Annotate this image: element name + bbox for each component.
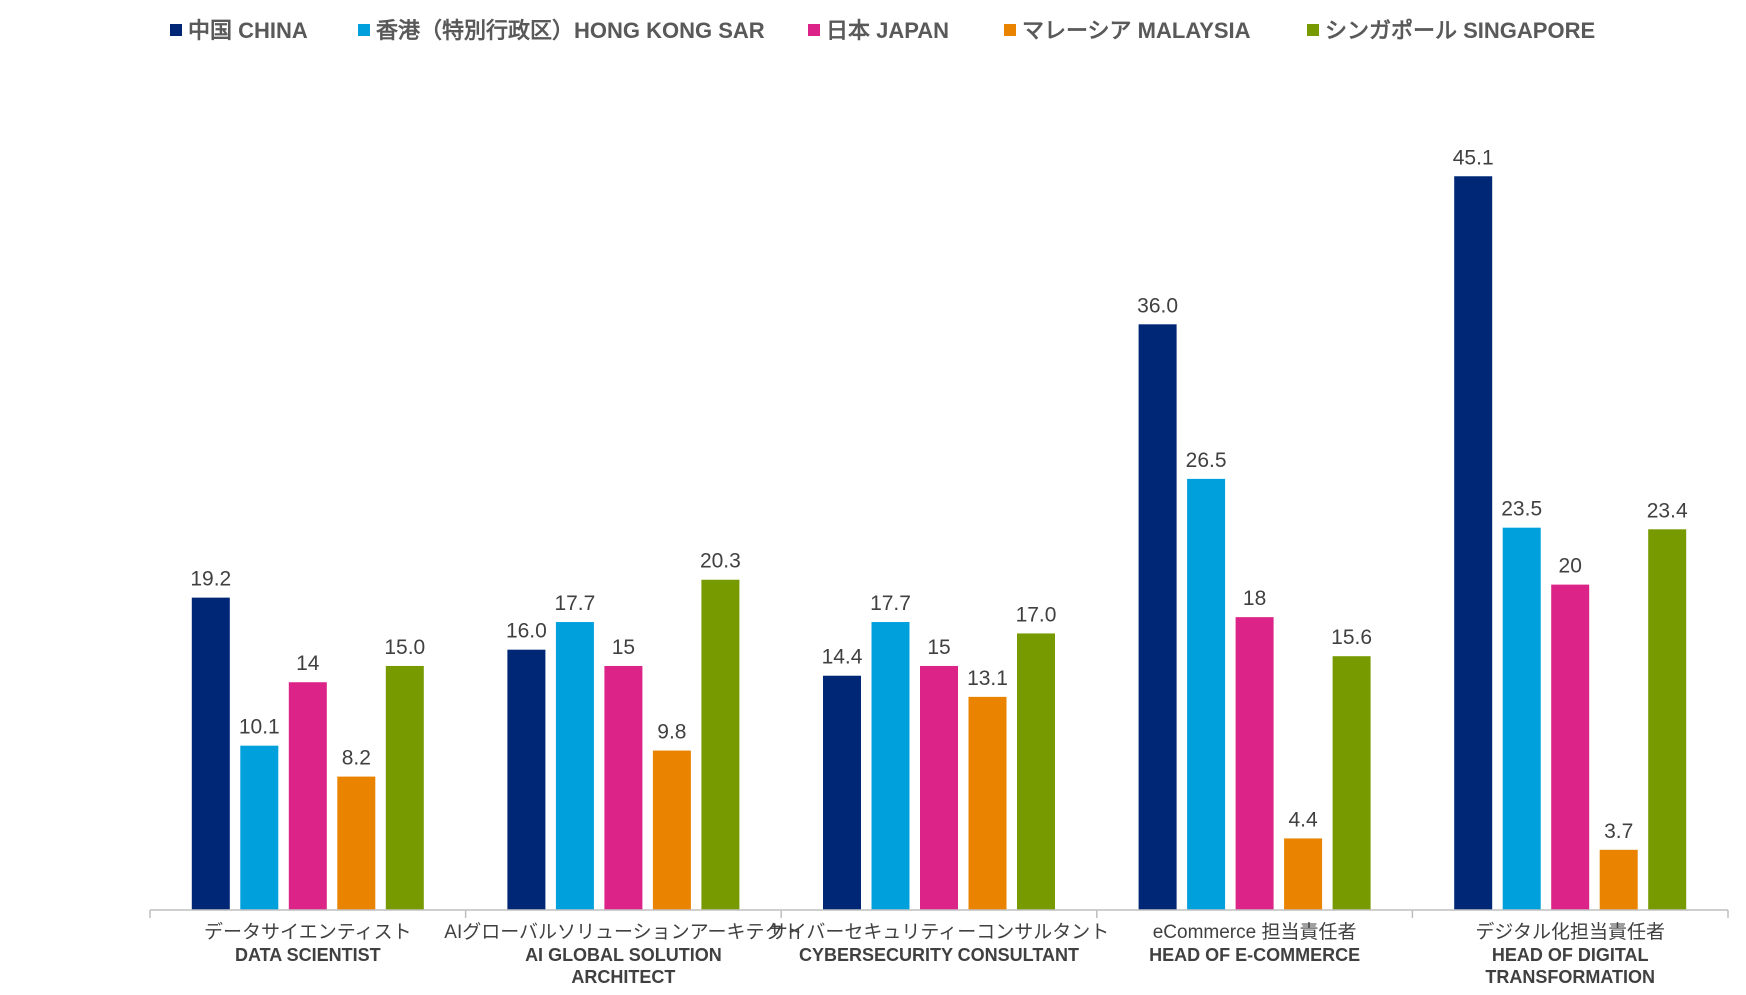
value-label-1-4: 20.3 [700, 550, 741, 573]
bar-4-3 [1599, 849, 1638, 910]
value-label-1-2: 15 [612, 636, 635, 659]
category-label-ja-4: デジタル化担当責任者 [1475, 921, 1665, 943]
bar-3-1 [1187, 478, 1226, 910]
category-label-en-4-0: HEAD OF DIGITAL [1492, 945, 1649, 965]
value-label-4-2: 20 [1559, 555, 1582, 578]
category-label-ja-1: AIグローバルソリューションアーキテクト [444, 921, 802, 943]
bar-1-3 [652, 750, 691, 910]
x-axis-ticks [149, 910, 1729, 918]
bar-0-4 [385, 665, 424, 910]
bar-2-4 [1017, 633, 1055, 910]
value-label-3-4: 15.6 [1331, 626, 1372, 649]
bar-3-3 [1284, 838, 1323, 910]
legend-label-1: 香港（特別行政区）HONG KONG SAR [376, 18, 765, 43]
value-label-0-1: 10.1 [239, 716, 280, 739]
value-label-1-0: 16.0 [506, 620, 547, 643]
bar-2-3 [968, 696, 1007, 910]
bar-1-1 [555, 622, 594, 910]
category-label-en-2-0: CYBERSECURITY CONSULTANT [799, 945, 1079, 965]
bar-1-4 [701, 579, 740, 910]
value-label-2-0: 14.4 [822, 646, 863, 669]
bar-0-0 [191, 597, 230, 910]
value-label-4-4: 23.4 [1647, 499, 1688, 522]
value-label-2-4: 17.0 [1016, 603, 1057, 626]
category-label-en-1-0: AI GLOBAL SOLUTION [525, 945, 722, 965]
category-label-en-4-1: TRANSFORMATION [1485, 967, 1655, 987]
legend-swatch-2 [808, 24, 820, 36]
legend-label-4: シンガポール SINGAPORE [1325, 18, 1595, 43]
bar-4-2 [1551, 584, 1590, 910]
bar-1-2 [604, 665, 643, 910]
bar-0-3 [337, 776, 376, 910]
value-label-2-2: 15 [927, 636, 950, 659]
category-label-en-1-1: ARCHITECT [571, 967, 675, 987]
value-label-3-2: 18 [1243, 587, 1266, 610]
legend-label-3: マレーシア MALAYSIA [1022, 18, 1251, 43]
bar-0-2 [288, 682, 327, 910]
value-label-2-1: 17.7 [870, 592, 911, 615]
legend-swatch-4 [1307, 24, 1319, 36]
value-label-4-1: 23.5 [1501, 498, 1542, 521]
bars-group [191, 176, 1687, 910]
bar-4-1 [1502, 527, 1541, 910]
value-label-0-0: 19.2 [190, 568, 231, 591]
value-label-3-1: 26.5 [1186, 449, 1227, 472]
category-label-ja-3: eCommerce 担当責任者 [1153, 921, 1357, 943]
legend-label-2: 日本 JAPAN [826, 18, 949, 43]
bar-1-0 [507, 649, 546, 910]
bar-2-1 [871, 622, 910, 910]
bar-3-0 [1138, 324, 1177, 910]
value-label-1-3: 9.8 [657, 721, 686, 744]
bar-4-0 [1454, 176, 1493, 910]
legend-swatch-3 [1004, 24, 1016, 36]
bar-4-4 [1648, 529, 1687, 910]
bar-3-4 [1332, 656, 1371, 910]
value-label-2-3: 13.1 [967, 667, 1008, 690]
bar-0-1 [240, 745, 279, 910]
category-label-en-3-0: HEAD OF E-COMMERCE [1149, 945, 1360, 965]
category-label-en-0-0: DATA SCIENTIST [235, 945, 381, 965]
value-label-0-2: 14 [296, 652, 320, 675]
value-label-1-1: 17.7 [554, 592, 595, 615]
legend-label-0: 中国 CHINA [188, 18, 308, 43]
bar-2-0 [823, 675, 861, 910]
category-label-ja-2: サイバーセキュリティーコンサルタント [769, 921, 1109, 943]
bar-3-2 [1235, 617, 1274, 910]
value-label-0-3: 8.2 [342, 747, 371, 770]
category-label-ja-0: データサイエンティスト [204, 921, 412, 943]
value-label-0-4: 15.0 [384, 636, 425, 659]
value-label-3-0: 36.0 [1137, 294, 1178, 317]
bar-2-2 [920, 665, 958, 910]
value-label-3-3: 4.4 [1288, 808, 1318, 831]
value-label-4-3: 3.7 [1604, 820, 1633, 843]
value-label-4-0: 45.1 [1453, 146, 1494, 169]
legend-swatch-0 [170, 24, 182, 36]
legend-swatch-1 [358, 24, 370, 36]
value-labels-group: 19.2 10.1 14 8.2 15.0 16.0 17.7 15 9.8 20.3 14.4 17… [190, 146, 1688, 843]
legend: 中国 CHINA 香港（特別行政区）HONG KONG SAR 日本 JAPAN マレ… [170, 18, 1595, 43]
